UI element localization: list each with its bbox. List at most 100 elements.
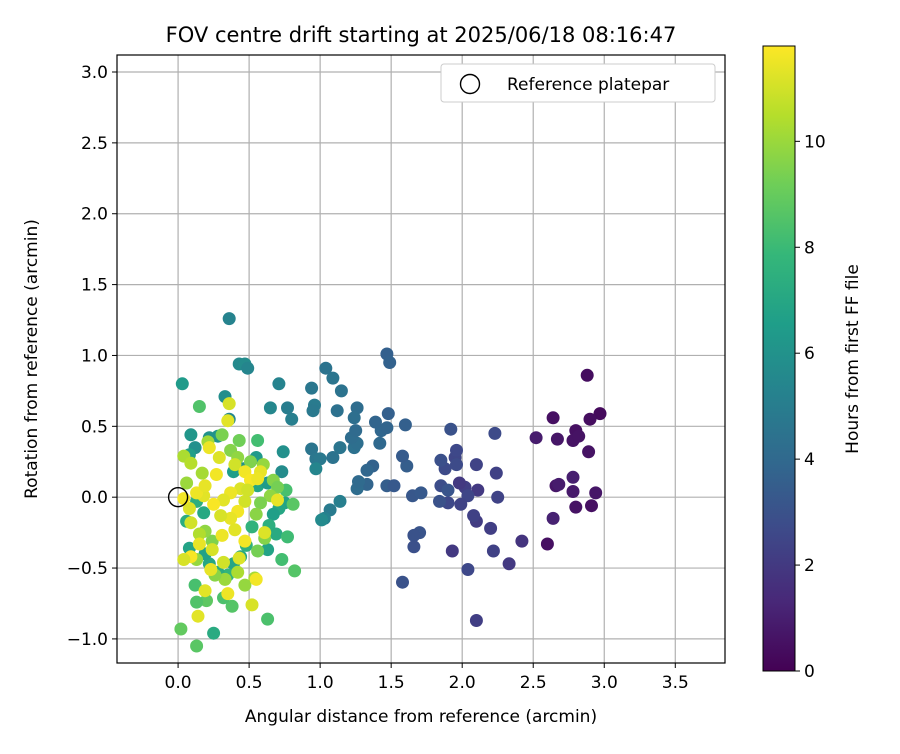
y-tick-label-5: 1.5 (81, 276, 108, 296)
colorbar: 0 2 4 6 8 10 Hours from first FF file (762, 45, 863, 682)
data-point-211 (249, 572, 263, 586)
data-point-31 (471, 483, 485, 497)
x-axis-label: Angular distance from reference (arcmin) (245, 707, 597, 727)
data-point-102 (241, 361, 255, 375)
data-point-119 (266, 507, 280, 521)
data-point-81 (305, 381, 319, 395)
data-point-86 (313, 452, 327, 466)
data-point-10 (566, 470, 580, 484)
data-point-191 (224, 511, 238, 525)
y-tick-label-4: 1.0 (81, 346, 108, 366)
data-point-172 (192, 527, 206, 541)
data-point-177 (195, 466, 209, 480)
data-point-175 (180, 476, 194, 490)
data-point-8 (529, 431, 543, 445)
data-point-50 (396, 575, 409, 589)
colorbar-label: Hours from first FF file (843, 264, 863, 454)
data-point-95 (272, 377, 286, 391)
data-point-62 (373, 436, 387, 450)
data-point-146 (281, 530, 294, 544)
data-point-17 (546, 511, 560, 525)
data-point-19 (515, 534, 529, 548)
data-point-156 (244, 455, 257, 469)
data-point-67 (387, 479, 401, 493)
y-tick-label-0: −1.0 (67, 630, 108, 650)
data-point-20 (502, 557, 516, 571)
colorbar-tick-label-5: 10 (804, 132, 826, 152)
data-point-99 (222, 312, 236, 326)
data-point-24 (484, 521, 498, 535)
data-point-48 (407, 528, 421, 542)
data-point-12 (552, 477, 566, 491)
y-axis-ticks: −1.0 −0.5 0.0 0.5 1.0 1.5 2.0 2.5 3.0 (67, 63, 117, 650)
legend-marker-icon (459, 73, 481, 95)
x-tick-label-6: 3.0 (591, 673, 618, 693)
data-point-143 (261, 612, 275, 626)
data-point-36 (445, 544, 459, 558)
data-point-34 (461, 489, 475, 503)
data-point-176 (184, 456, 198, 470)
data-point-15 (569, 500, 583, 514)
data-point-152 (215, 428, 229, 442)
data-point-76 (333, 441, 347, 455)
data-point-164 (251, 544, 265, 558)
data-point-199 (192, 537, 206, 551)
data-point-42 (434, 453, 448, 467)
data-point-196 (182, 502, 196, 515)
data-point-122 (261, 543, 275, 557)
data-point-213 (271, 493, 284, 507)
data-point-78 (334, 384, 348, 398)
data-point-58 (381, 407, 395, 421)
data-point-151 (232, 434, 246, 447)
data-point-84 (305, 442, 319, 456)
data-point-79 (326, 371, 340, 385)
data-point-215 (251, 472, 265, 486)
data-point-200 (205, 543, 219, 557)
data-point-150 (251, 434, 265, 447)
data-point-178 (222, 397, 236, 411)
colorbar-tick-label-4: 8 (804, 238, 815, 258)
data-point-198 (184, 516, 198, 530)
data-point-21 (486, 544, 500, 558)
data-point-136 (225, 599, 239, 613)
data-point-108 (184, 428, 198, 442)
y-tick-label-6: 2.0 (81, 205, 108, 225)
x-axis-ticks: 0.0 0.5 1.0 1.5 2.0 2.5 3.0 3.5 (165, 663, 689, 693)
data-point-98 (275, 465, 289, 479)
colorbar-tick-label-2: 4 (804, 450, 815, 470)
data-point-206 (204, 563, 218, 576)
data-point-26 (467, 509, 481, 523)
data-point-46 (450, 458, 463, 472)
data-point-141 (174, 622, 188, 636)
data-point-57 (383, 356, 397, 369)
data-point-73 (349, 424, 363, 438)
data-point-212 (258, 526, 272, 540)
data-point-179 (221, 414, 235, 428)
data-point-83 (306, 404, 320, 418)
data-point-139 (190, 595, 204, 609)
data-points (174, 312, 607, 653)
legend-entry-reference: Reference platepar (507, 75, 669, 95)
data-point-30 (469, 458, 483, 472)
data-point-29 (488, 426, 502, 440)
data-point-142 (190, 639, 204, 653)
reference-platepar-marker (167, 486, 189, 508)
data-point-87 (326, 451, 340, 464)
data-point-14 (589, 486, 603, 500)
data-point-27 (491, 490, 505, 504)
data-point-38 (433, 494, 446, 508)
y-axis-label: Rotation from reference (arcmin) (22, 219, 42, 499)
data-point-180 (202, 441, 216, 455)
data-point-88 (309, 462, 323, 476)
data-point-134 (197, 506, 211, 520)
data-point-2 (583, 412, 597, 426)
data-point-193 (207, 497, 221, 511)
data-point-219 (198, 479, 212, 493)
reference-marker (167, 486, 189, 508)
y-tick-label-8: 3.0 (81, 63, 108, 83)
data-point-0 (580, 368, 594, 382)
data-point-55 (398, 418, 412, 432)
data-point-162 (249, 507, 263, 521)
